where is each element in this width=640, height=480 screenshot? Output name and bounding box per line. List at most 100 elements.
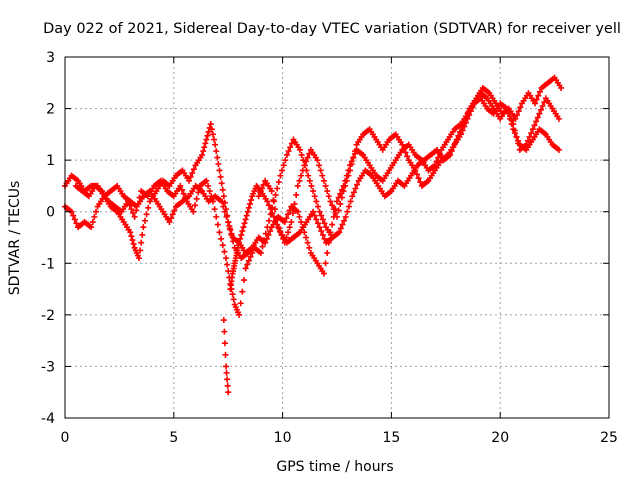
y-tick-label: 2	[46, 102, 55, 118]
data-point	[399, 141, 406, 148]
data-point	[262, 230, 269, 237]
data-point	[515, 108, 522, 115]
data-point	[71, 216, 78, 223]
data-point	[337, 200, 344, 207]
data-point	[294, 182, 301, 189]
data-point	[310, 208, 317, 215]
data-point	[400, 145, 407, 152]
data-point	[283, 151, 290, 158]
data-point	[209, 198, 216, 205]
data-point	[314, 220, 321, 227]
data-point	[214, 221, 221, 228]
data-point	[133, 207, 140, 214]
data-point	[345, 203, 352, 210]
data-point	[125, 198, 132, 205]
data-point	[178, 186, 185, 193]
data-point	[306, 177, 313, 184]
data-point	[177, 182, 184, 189]
data-point	[316, 224, 323, 231]
data-point	[296, 213, 303, 220]
data-point	[228, 231, 235, 238]
data-point	[134, 200, 141, 207]
data-point	[329, 202, 336, 209]
data-point	[337, 225, 344, 232]
data-point	[242, 265, 249, 272]
x-axis-label: GPS time / hours	[276, 459, 393, 475]
data-point	[223, 369, 230, 376]
data-point	[193, 195, 200, 202]
data-markers	[62, 74, 565, 396]
x-tick-label: 25	[600, 430, 618, 446]
data-point	[239, 288, 246, 295]
data-point	[243, 212, 250, 219]
data-point	[248, 197, 255, 204]
data-point	[306, 150, 313, 157]
data-point	[244, 208, 251, 215]
data-point	[512, 115, 519, 122]
data-point	[267, 228, 274, 235]
data-point	[221, 208, 228, 215]
data-point	[200, 148, 207, 155]
data-point	[513, 133, 520, 140]
x-tick-label: 20	[491, 430, 509, 446]
data-point	[255, 193, 262, 200]
data-point	[464, 115, 471, 122]
data-point	[89, 219, 96, 226]
y-tick-label: 1	[46, 153, 55, 169]
data-point	[319, 216, 326, 223]
data-point	[338, 194, 345, 201]
data-point	[404, 153, 411, 160]
data-point	[341, 217, 348, 224]
data-point	[266, 217, 272, 224]
data-point	[318, 212, 325, 219]
data-point	[462, 119, 469, 126]
data-point	[211, 206, 218, 213]
data-point	[541, 99, 548, 106]
data-point	[340, 188, 347, 195]
data-point	[334, 198, 340, 205]
data-point	[412, 167, 419, 174]
data-point	[535, 92, 542, 99]
data-point	[168, 215, 175, 222]
data-point	[272, 217, 279, 224]
data-point	[259, 243, 266, 250]
data-point	[510, 121, 517, 128]
data-point	[230, 296, 237, 303]
data-point	[130, 210, 136, 217]
y-tick-label: -2	[41, 308, 55, 324]
data-point	[345, 172, 352, 179]
data-point	[352, 185, 359, 192]
data-point	[320, 177, 327, 184]
data-point	[180, 190, 187, 197]
data-point	[214, 154, 221, 161]
data-point	[534, 114, 541, 121]
data-point	[203, 177, 210, 184]
data-point	[306, 244, 313, 251]
data-point	[93, 208, 100, 215]
data-point	[246, 200, 253, 207]
data-point	[213, 213, 220, 220]
data-point	[302, 234, 309, 241]
data-point	[322, 260, 329, 267]
data-point	[319, 231, 326, 238]
data-point	[351, 148, 358, 155]
data-point	[347, 167, 354, 174]
data-point	[128, 206, 135, 213]
data-point	[245, 204, 252, 211]
data-point	[260, 181, 267, 188]
data-point	[503, 105, 510, 112]
y-axis-ticks: -4 -3 -2 -1 0 1 2 3	[41, 50, 609, 427]
data-point	[280, 162, 287, 169]
data-point	[241, 220, 248, 227]
data-point	[524, 137, 531, 144]
data-point	[339, 221, 346, 228]
data-point	[218, 180, 225, 187]
data-point	[311, 193, 318, 200]
data-point	[73, 220, 80, 227]
data-point	[217, 173, 224, 180]
data-point	[244, 261, 251, 268]
data-point	[286, 224, 293, 231]
data-point	[270, 213, 277, 220]
data-point	[433, 158, 440, 165]
data-point	[205, 182, 212, 189]
